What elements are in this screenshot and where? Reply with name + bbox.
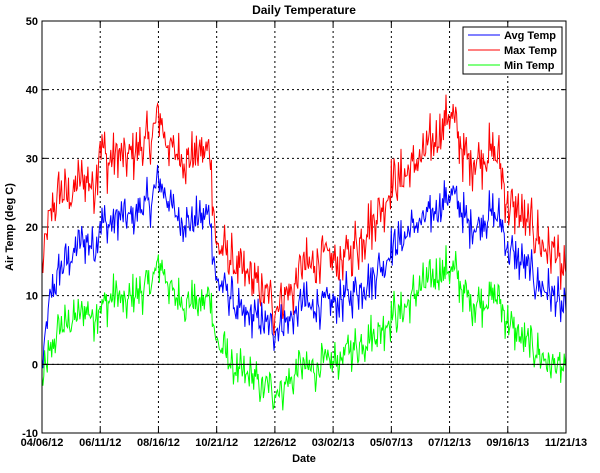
y-tick-label: 40 <box>26 85 38 97</box>
x-tick-label: 05/07/13 <box>370 437 413 449</box>
x-tick-label: 12/26/12 <box>253 437 296 449</box>
x-tick-label: 09/16/13 <box>486 437 529 449</box>
x-tick-label: 08/16/12 <box>137 437 180 449</box>
y-axis-label: Air Temp (deg C) <box>4 183 16 271</box>
x-tick-label: 03/02/13 <box>312 437 355 449</box>
y-tick-label: 10 <box>26 291 38 303</box>
legend-label-max: Max Temp <box>504 45 557 57</box>
x-axis-ticks: 04/06/12 06/11/12 08/16/12 10/21/12 12/26/12… <box>21 21 587 449</box>
legend-label-min: Min Temp <box>504 60 555 72</box>
series-layer <box>41 94 567 411</box>
x-tick-label: 04/06/12 <box>21 437 64 449</box>
y-tick-label: 50 <box>26 16 38 28</box>
series-avg-temp-line <box>41 164 567 369</box>
x-tick-label: 07/12/13 <box>428 437 471 449</box>
y-tick-label: 30 <box>26 153 38 165</box>
y-tick-label: 0 <box>32 359 38 371</box>
y-tick-label: -10 <box>22 428 38 440</box>
legend-label-avg: Avg Temp <box>504 30 556 42</box>
chart-title: Daily Temperature <box>252 3 356 17</box>
x-tick-label: 11/21/13 <box>545 437 587 449</box>
x-axis-label: Date <box>292 453 316 465</box>
y-tick-label: 20 <box>26 222 38 234</box>
series-max-temp-line <box>41 94 567 336</box>
x-tick-label: 10/21/12 <box>195 437 238 449</box>
y-axis-ticks: -10 0 10 20 30 40 50 <box>22 16 566 440</box>
series-min-temp-line <box>41 245 567 411</box>
x-tick-label: 06/11/12 <box>79 437 121 449</box>
legend: Avg Temp Max Temp Min Temp <box>462 26 563 75</box>
